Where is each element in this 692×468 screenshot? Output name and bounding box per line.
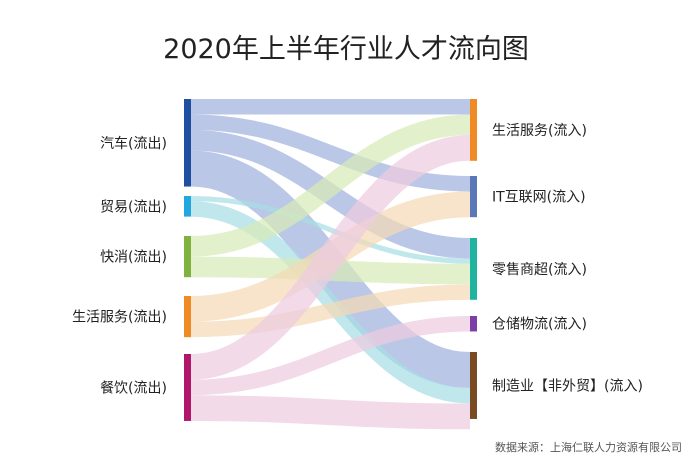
source-label-3: 快消(流出) — [100, 250, 167, 266]
sankey-links — [189, 98, 472, 430]
target-label-2: IT互联网(流入) — [492, 190, 586, 206]
source-label-4: 生活服务(流出) — [72, 310, 167, 326]
sankey-link-5 — [190, 196, 471, 264]
sankey-link-13 — [190, 395, 471, 430]
source-label-1: 汽车(流出) — [100, 135, 167, 152]
sankey-link-2 — [190, 114, 471, 192]
chart-title: 2020年上半年行业人才流向图 — [163, 34, 529, 65]
source-label-5: 餐饮(流出) — [100, 380, 167, 396]
target-label-5: 制造业【非外贸】(流入) — [492, 378, 643, 394]
source-node-2 — [184, 196, 191, 217]
sankey-link-7 — [190, 114, 471, 257]
source-label-2: 贸易(流出) — [100, 199, 167, 215]
target-node-4 — [470, 316, 477, 332]
target-label-3: 零售商超(流入) — [492, 262, 587, 278]
source-node-5 — [184, 354, 191, 421]
sankey-nodes — [184, 99, 477, 421]
target-node-5 — [470, 352, 477, 419]
source-node-1 — [184, 99, 191, 187]
source-note: 数据来源：上海仁联人力资源有限公司 — [495, 441, 682, 454]
sankey-link-6 — [190, 201, 471, 404]
sankey-link-11 — [190, 135, 471, 380]
target-node-2 — [470, 176, 477, 218]
sankey-labels: 汽车(流出) 贸易(流出) 快消(流出) 生活服务(流出) 餐饮(流出) 生活服务(流入)… — [72, 123, 643, 397]
source-node-3 — [184, 236, 191, 278]
target-node-1 — [470, 99, 477, 161]
source-node-4 — [184, 296, 191, 338]
target-node-3 — [470, 238, 477, 300]
sankey-link-10 — [190, 284, 471, 338]
target-label-4: 仓储物流(流入) — [492, 317, 587, 333]
target-label-1: 生活服务(流入) — [492, 123, 587, 139]
sankey-link-12 — [190, 316, 471, 396]
